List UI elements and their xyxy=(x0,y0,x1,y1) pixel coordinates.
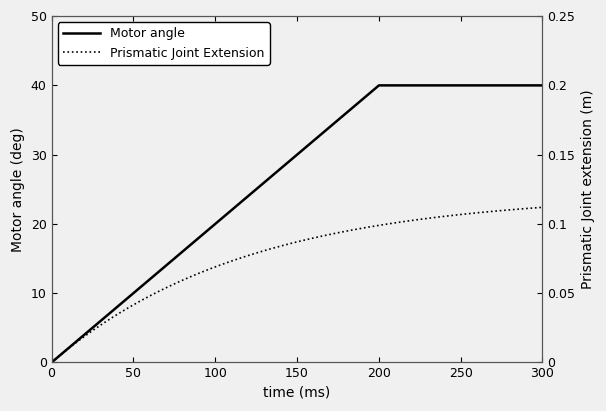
Prismatic Joint Extension xyxy=(258,249,265,254)
Y-axis label: Prismatic Joint extension (m): Prismatic Joint extension (m) xyxy=(581,90,595,289)
Motor angle xyxy=(48,360,55,365)
Motor angle xyxy=(258,182,265,187)
Prismatic Joint Extension xyxy=(476,210,484,215)
Prismatic Joint Extension xyxy=(104,318,111,323)
Prismatic Joint Extension xyxy=(529,206,536,210)
Prismatic Joint Extension xyxy=(236,256,244,261)
Motor angle xyxy=(476,83,484,88)
Prismatic Joint Extension xyxy=(48,360,55,365)
Motor angle xyxy=(236,201,244,206)
Motor angle xyxy=(539,83,546,88)
Prismatic Joint Extension xyxy=(539,205,546,210)
Line: Motor angle: Motor angle xyxy=(52,85,542,363)
Line: Prismatic Joint Extension: Prismatic Joint Extension xyxy=(52,207,542,363)
Legend: Motor angle, Prismatic Joint Extension: Motor angle, Prismatic Joint Extension xyxy=(58,22,270,65)
Y-axis label: Motor angle (deg): Motor angle (deg) xyxy=(11,127,25,252)
Motor angle xyxy=(104,313,111,318)
X-axis label: time (ms): time (ms) xyxy=(264,386,331,400)
Motor angle xyxy=(375,83,382,88)
Prismatic Joint Extension xyxy=(133,300,141,305)
Motor angle xyxy=(530,83,537,88)
Motor angle xyxy=(133,288,141,293)
